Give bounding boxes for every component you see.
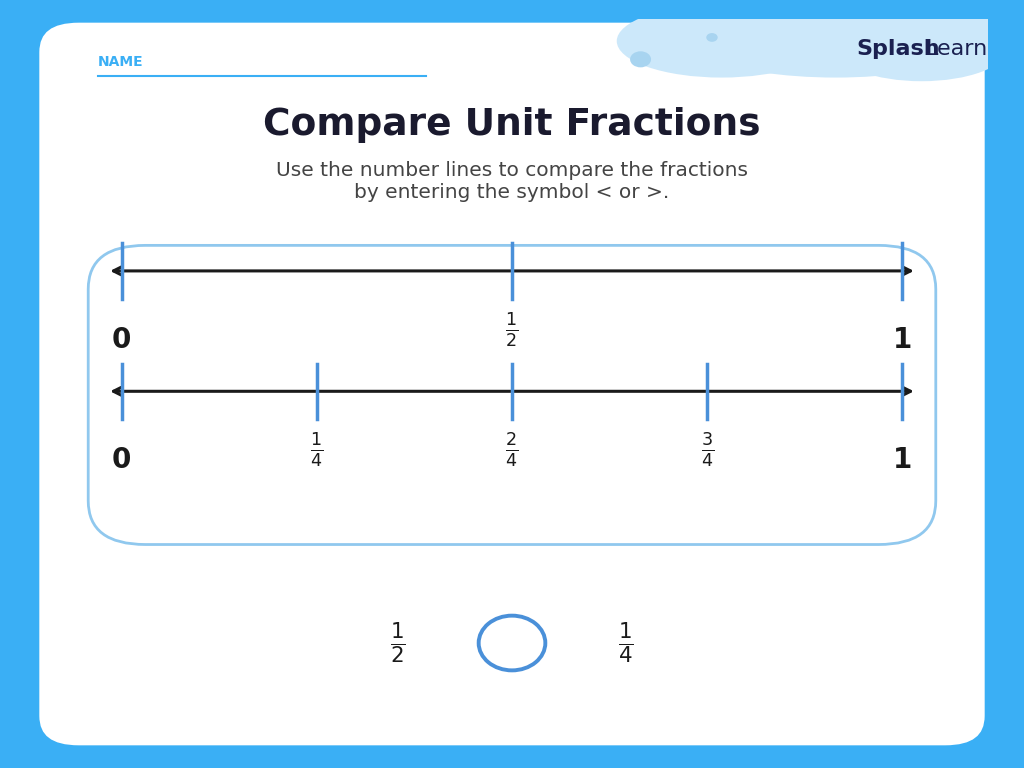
Circle shape <box>630 51 651 68</box>
Text: 0: 0 <box>112 446 131 474</box>
Ellipse shape <box>478 616 546 670</box>
Text: $\frac{1}{2}$: $\frac{1}{2}$ <box>390 621 406 666</box>
Text: $\frac{1}{4}$: $\frac{1}{4}$ <box>310 432 324 469</box>
Text: Learn: Learn <box>927 39 988 59</box>
FancyBboxPatch shape <box>36 19 988 749</box>
Text: $\frac{1}{2}$: $\frac{1}{2}$ <box>506 311 518 349</box>
FancyBboxPatch shape <box>88 246 936 545</box>
Text: Splash: Splash <box>857 39 940 59</box>
Text: by entering the symbol < or >.: by entering the symbol < or >. <box>354 184 670 202</box>
Text: Compare Unit Fractions: Compare Unit Fractions <box>263 107 761 143</box>
Text: 1: 1 <box>893 326 912 353</box>
Text: 0: 0 <box>112 326 131 353</box>
Circle shape <box>707 33 718 41</box>
Text: 1: 1 <box>893 446 912 474</box>
Text: $\frac{3}{4}$: $\frac{3}{4}$ <box>700 432 714 469</box>
Text: $\frac{2}{4}$: $\frac{2}{4}$ <box>506 432 518 469</box>
Text: $\frac{1}{4}$: $\frac{1}{4}$ <box>618 621 634 666</box>
Ellipse shape <box>836 15 1008 81</box>
Text: NAME: NAME <box>97 55 143 69</box>
Ellipse shape <box>616 5 826 78</box>
Text: Use the number lines to compare the fractions: Use the number lines to compare the frac… <box>276 161 748 180</box>
Ellipse shape <box>636 0 1024 78</box>
